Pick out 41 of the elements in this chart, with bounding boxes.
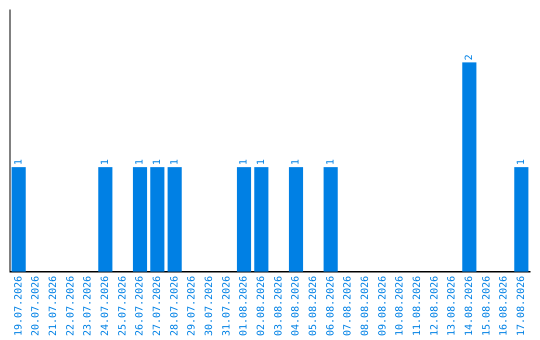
data-label: 1 [256, 159, 267, 166]
x-tick-label: 28.07.2026 [169, 276, 180, 336]
x-tick-label: 23.07.2026 [82, 276, 94, 336]
x-tick-label: 13.08.2026 [446, 276, 458, 336]
x-tick-label: 15.08.2026 [481, 276, 492, 336]
data-label: 1 [290, 159, 302, 166]
x-tick-label: 09.08.2026 [377, 276, 388, 336]
data-label: 1 [516, 159, 527, 166]
data-label: 1 [238, 159, 250, 166]
x-tick-label: 10.08.2026 [394, 276, 406, 336]
data-label: 1 [169, 159, 180, 166]
x-tick-label: 20.07.2026 [30, 276, 42, 336]
x-tick-label: 07.08.2026 [342, 276, 354, 336]
x-tick-label: 02.08.2026 [256, 276, 267, 336]
x-tick-label: 21.07.2026 [48, 276, 59, 336]
data-label: 1 [13, 159, 24, 166]
x-tick-label: 29.07.2026 [186, 276, 198, 336]
x-tick-label: 17.08.2026 [516, 276, 527, 336]
x-tick-label: 25.07.2026 [117, 276, 128, 336]
x-tick-label: 24.07.2026 [100, 276, 111, 336]
x-tick-label: 06.08.2026 [325, 276, 336, 336]
x-tick-label: 01.08.2026 [238, 276, 250, 336]
data-label: 1 [152, 159, 163, 166]
x-tick-label: 11.08.2026 [412, 276, 423, 336]
x-tick-label: 31.07.2026 [221, 276, 232, 336]
data-label: 2 [464, 54, 475, 60]
data-label: 1 [100, 159, 111, 166]
x-tick-label: 08.08.2026 [360, 276, 371, 336]
data-label: 1 [134, 159, 146, 166]
x-tick-label: 03.08.2026 [273, 276, 284, 336]
x-tick-label: 04.08.2026 [290, 276, 302, 336]
x-tick-label: 26.07.2026 [134, 276, 146, 336]
x-tick-label: 16.08.2026 [498, 276, 510, 336]
x-tick-label: 05.08.2026 [308, 276, 319, 336]
x-tick-label: 12.08.2026 [429, 276, 440, 336]
x-tick-label: 22.07.2026 [65, 276, 76, 336]
x-tick-label: 30.07.2026 [204, 276, 215, 336]
data-label: 1 [325, 159, 336, 166]
x-tick-label: 14.08.2026 [464, 276, 475, 336]
x-tick-label: 27.07.2026 [152, 276, 163, 336]
x-tick-label: 19.07.2026 [13, 276, 24, 336]
